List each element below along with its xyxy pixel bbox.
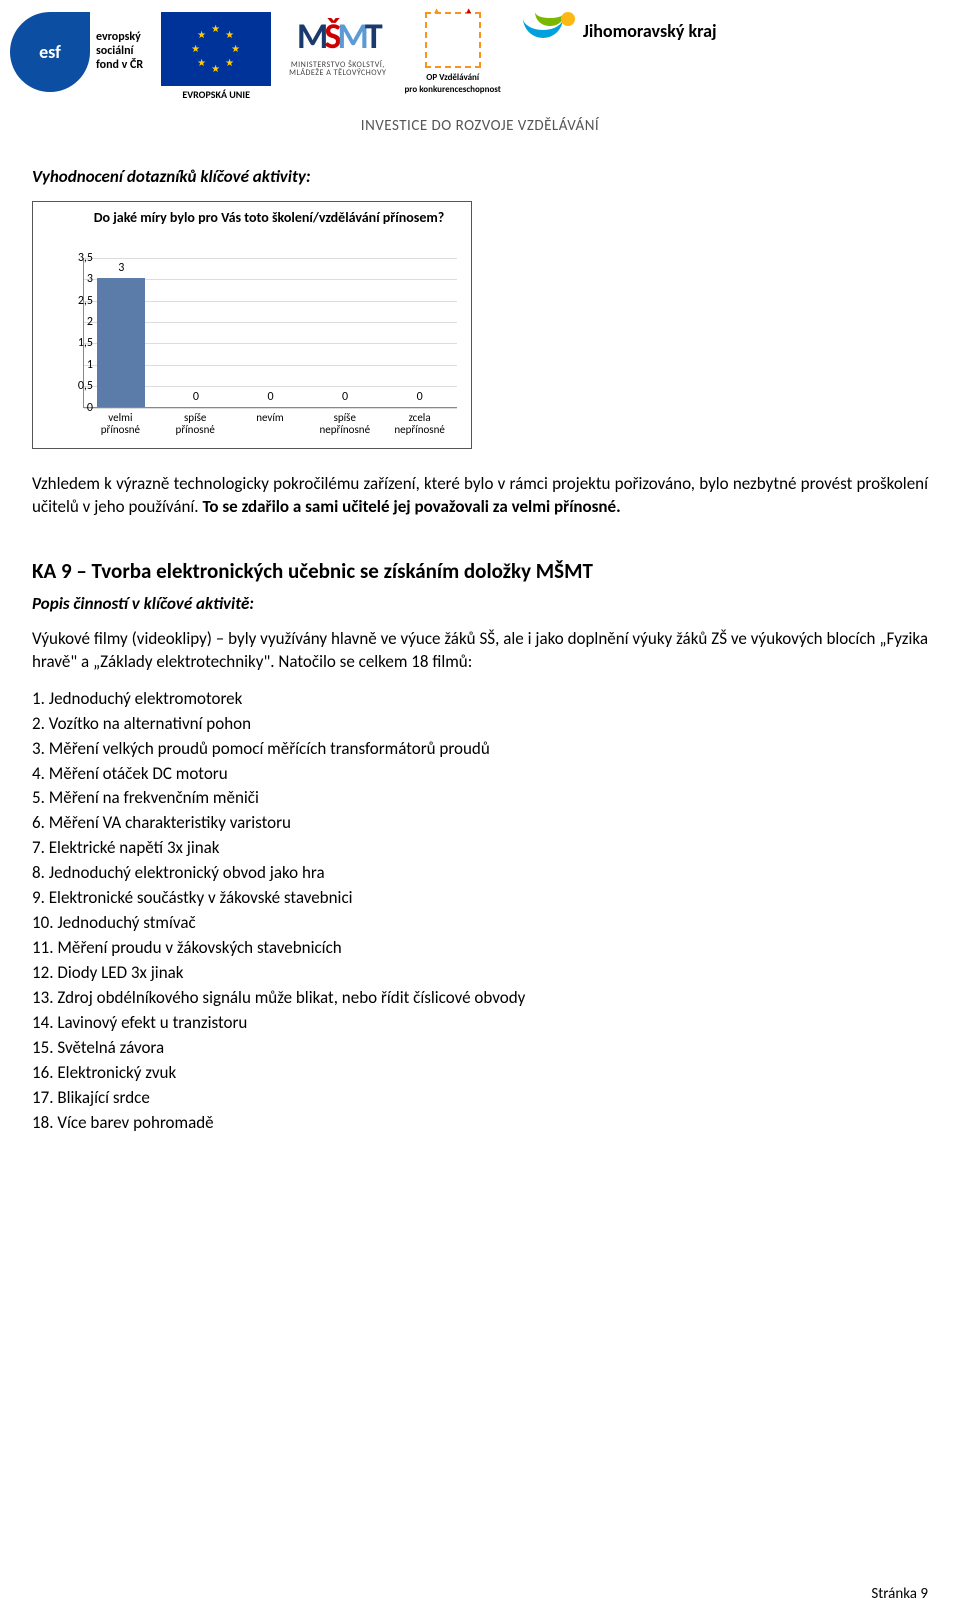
chart-plot-area: 3 0 0 0 0 bbox=[83, 258, 457, 408]
film-list-item: 8. Jednoduchý elektronický obvod jako hr… bbox=[32, 862, 928, 885]
ka9-title: KA 9 – Tvorba elektronických učebnic se … bbox=[32, 557, 928, 585]
eu-label: EVROPSKÁ UNIE bbox=[182, 88, 250, 102]
eu-logo: ★★★★ ★★★★ EVROPSKÁ UNIE bbox=[161, 12, 271, 102]
section-title: Vyhodnocení dotazníků klíčové aktivity: bbox=[32, 166, 928, 189]
header-logo-bar: esf evropský sociální fond v ČR ★★★★ ★★★… bbox=[0, 0, 960, 102]
chart-ytick: 1,5 bbox=[78, 335, 93, 351]
film-list-item: 6. Měření VA charakteristiky varistoru bbox=[32, 812, 928, 835]
msmt-letters-icon: MŠMT bbox=[297, 12, 379, 61]
chart-ytick: 2 bbox=[87, 314, 93, 330]
chart-title: Do jaké míry bylo pro Vás toto školení/v… bbox=[77, 210, 461, 227]
para1-bold: To se zdařilo a sami učitelé jej považov… bbox=[202, 496, 620, 517]
esf-text: evropský sociální fond v ČR bbox=[96, 31, 143, 72]
chart-x-label: nevím bbox=[238, 412, 302, 436]
film-list-item: 13. Zdroj obdélníkového signálu může bli… bbox=[32, 987, 928, 1010]
chart-ytick: 2,5 bbox=[78, 292, 93, 308]
paragraph-1: Vzhledem k výrazně technologicky pokroči… bbox=[32, 473, 928, 519]
film-list-item: 10. Jednoduchý stmívač bbox=[32, 912, 928, 935]
esf-logo: esf evropský sociální fond v ČR bbox=[10, 12, 143, 92]
film-list-item: 15. Světelná závora bbox=[32, 1037, 928, 1060]
chart-ytick: 1 bbox=[87, 357, 93, 373]
chart-bar-value: 3 bbox=[118, 260, 124, 276]
chart-ytick: 3 bbox=[87, 271, 93, 287]
film-list-item: 1. Jednoduchý elektromotorek bbox=[32, 688, 928, 711]
chart-bar-group: 0 bbox=[238, 389, 302, 407]
page-footer: Stránka 9 bbox=[871, 1584, 928, 1604]
ka9-popis-label: Popis činností v klíčové aktivitě: bbox=[32, 593, 928, 616]
chart-x-label: velmi přínosné bbox=[88, 412, 152, 436]
jmk-text: Jihomoravský kraj bbox=[583, 19, 717, 43]
film-list-item: 18. Více barev pohromadě bbox=[32, 1112, 928, 1135]
chart-bar-value: 0 bbox=[193, 389, 199, 405]
film-list-item: 2. Vozítko na alternativní pohon bbox=[32, 713, 928, 736]
chart-gridline bbox=[84, 408, 457, 409]
chart-x-label: zcela nepřínosné bbox=[388, 412, 452, 436]
chart-x-label: spíše nepřínosné bbox=[313, 412, 377, 436]
jmk-logo: Jihomoravský kraj bbox=[519, 12, 717, 50]
film-list-item: 12. Diody LED 3x jinak bbox=[32, 962, 928, 985]
chart-bar-value: 0 bbox=[417, 389, 423, 405]
op-logo: OP Vzdělávání pro konkurenceschopnost bbox=[404, 12, 500, 96]
film-list: 1. Jednoduchý elektromotorek2. Vozítko n… bbox=[32, 688, 928, 1135]
chart-bar-group: 0 bbox=[313, 389, 377, 407]
chart-ytick: 0,5 bbox=[78, 378, 93, 394]
chart-bar-value: 0 bbox=[342, 389, 348, 405]
ka9-intro: Výukové filmy (videoklipy) – byly využív… bbox=[32, 628, 928, 674]
chart-bar-group: 0 bbox=[164, 389, 228, 407]
chart-ytick: 3,5 bbox=[78, 250, 93, 266]
film-list-item: 14. Lavinový efekt u tranzistoru bbox=[32, 1012, 928, 1035]
chart-bar-group: 3 bbox=[89, 260, 153, 407]
film-list-item: 3. Měření velkých proudů pomocí měřících… bbox=[32, 738, 928, 761]
op-square-icon bbox=[425, 12, 481, 68]
invest-tagline: INVESTICE DO ROZVOJE VZDĚLÁVÁNÍ bbox=[0, 116, 960, 136]
msmt-logo: MŠMT MINISTERSTVO ŠKOLSTVÍ, MLÁDEŽE A TĚ… bbox=[289, 12, 386, 78]
eu-flag-icon: ★★★★ ★★★★ bbox=[161, 12, 271, 86]
film-list-item: 4. Měření otáček DC motoru bbox=[32, 763, 928, 786]
chart-x-label: spíše přínosné bbox=[163, 412, 227, 436]
film-list-item: 9. Elektronické součástky v žákovské sta… bbox=[32, 887, 928, 910]
esf-badge-icon: esf bbox=[10, 12, 90, 92]
film-list-item: 7. Elektrické napětí 3x jinak bbox=[32, 837, 928, 860]
chart-bar-group: 0 bbox=[388, 389, 452, 407]
op-line2: pro konkurenceschopnost bbox=[404, 84, 500, 96]
film-list-item: 16. Elektronický zvuk bbox=[32, 1062, 928, 1085]
film-list-item: 5. Měření na frekvenčním měniči bbox=[32, 787, 928, 810]
benefit-chart: Do jaké míry bylo pro Vás toto školení/v… bbox=[32, 201, 472, 449]
chart-bar bbox=[97, 278, 145, 407]
film-list-item: 17. Blikající srdce bbox=[32, 1087, 928, 1110]
op-line1: OP Vzdělávání bbox=[426, 72, 479, 84]
jmk-icon bbox=[519, 12, 575, 50]
film-list-item: 11. Měření proudu v žákovských stavebnic… bbox=[32, 937, 928, 960]
msmt-subtitle: MINISTERSTVO ŠKOLSTVÍ, MLÁDEŽE A TĚLOVÝC… bbox=[289, 61, 386, 79]
chart-bar-value: 0 bbox=[267, 389, 273, 405]
